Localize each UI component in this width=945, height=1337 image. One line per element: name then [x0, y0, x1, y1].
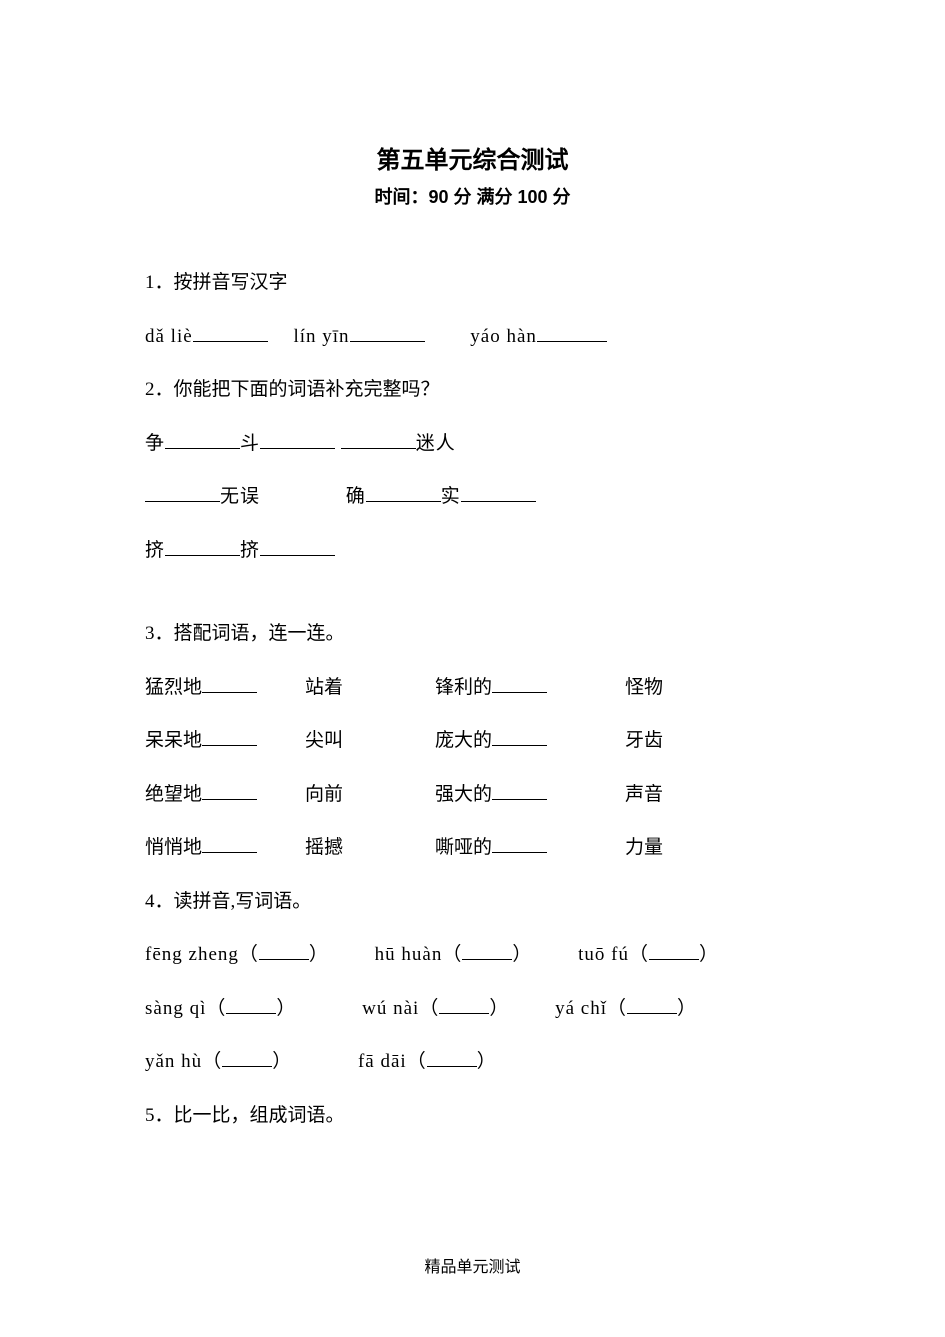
blank[interactable] — [492, 670, 547, 693]
q4-label: 4．读拼音,写词语。 — [145, 878, 800, 926]
blank[interactable] — [145, 479, 220, 502]
q4-pinyin: fā dāi — [358, 1051, 407, 1072]
q4-pinyin: yá chǐ — [555, 998, 607, 1019]
blank[interactable] — [202, 670, 257, 693]
q4-row3: yǎn hù（） fā dāi（） — [145, 1038, 800, 1086]
blank[interactable] — [165, 426, 240, 449]
blank[interactable] — [202, 777, 257, 800]
q1-content: dǎ liè lín yīn yáo hàn — [145, 313, 800, 361]
q3-cell: 牙齿 — [625, 730, 663, 751]
footer-text: 精品单元测试 — [0, 1253, 945, 1277]
q2-line2: 无误 确 实 — [145, 473, 800, 521]
q2-text: 迷人 — [416, 433, 456, 454]
q3-row: 绝望地 向前 强大的 声音 — [145, 771, 800, 819]
blank[interactable] — [202, 830, 257, 853]
q3-cell: 声音 — [625, 784, 663, 805]
q2-text: 争 — [145, 433, 165, 454]
blank[interactable] — [461, 479, 536, 502]
blank[interactable] — [260, 426, 335, 449]
blank[interactable] — [260, 533, 335, 556]
q1-item-0: dǎ liè — [145, 326, 193, 347]
q4-pinyin: yǎn hù — [145, 1051, 202, 1072]
blank[interactable] — [649, 937, 699, 960]
blank[interactable] — [366, 479, 441, 502]
q3-cell: 尖叫 — [305, 730, 343, 751]
blank[interactable] — [259, 937, 309, 960]
q2-line1: 争 斗 迷人 — [145, 420, 800, 468]
blank[interactable] — [222, 1044, 272, 1067]
page-title: 第五单元综合测试 — [145, 140, 800, 175]
q3-cell: 怪物 — [625, 677, 663, 698]
q2-text: 挤 — [240, 540, 260, 561]
blank[interactable] — [492, 723, 547, 746]
blank[interactable] — [226, 991, 276, 1014]
blank[interactable] — [202, 723, 257, 746]
q4-pinyin: sàng qì — [145, 998, 206, 1019]
blank[interactable] — [427, 1044, 477, 1067]
q2-text: 无误 — [220, 486, 260, 507]
q3-cell: 嘶哑的 — [435, 837, 492, 858]
q3-cell: 站着 — [305, 677, 343, 698]
q3-cell: 悄悄地 — [145, 837, 202, 858]
page-subtitle: 时间：90 分 满分 100 分 — [145, 183, 800, 209]
blank[interactable] — [350, 319, 425, 342]
q2-label: 2．你能把下面的词语补充完整吗？ — [145, 366, 800, 414]
q3-cell: 猛烈地 — [145, 677, 202, 698]
blank[interactable] — [492, 777, 547, 800]
q2-text: 斗 — [240, 433, 260, 454]
blank[interactable] — [537, 319, 607, 342]
blank[interactable] — [165, 533, 240, 556]
q3-cell: 锋利的 — [435, 677, 492, 698]
q3-cell: 绝望地 — [145, 784, 202, 805]
page-container: 第五单元综合测试 时间：90 分 满分 100 分 1．按拼音写汉字 dǎ li… — [0, 0, 945, 1139]
q4-pinyin: wú nài — [362, 998, 419, 1019]
blank[interactable] — [439, 991, 489, 1014]
q3-label: 3．搭配词语，连一连。 — [145, 610, 800, 658]
q4-pinyin: hū huàn — [375, 944, 443, 965]
q3-row: 猛烈地 站着 锋利的 怪物 — [145, 664, 800, 712]
q4-pinyin: tuō fú — [578, 944, 629, 965]
q2-text: 确 — [346, 486, 366, 507]
q2-line3: 挤挤 — [145, 527, 800, 575]
q3-row: 悄悄地 摇撼 嘶哑的 力量 — [145, 824, 800, 872]
blank[interactable] — [492, 830, 547, 853]
q2-text: 实 — [441, 486, 461, 507]
q5-label: 5．比一比，组成词语。 — [145, 1092, 800, 1140]
q4-row2: sàng qì（） wú nài（） yá chǐ（） — [145, 985, 800, 1033]
q4-row1: fēng zheng（） hū huàn（） tuō fú（） — [145, 931, 800, 979]
blank[interactable] — [627, 991, 677, 1014]
blank[interactable] — [341, 426, 416, 449]
q1-label: 1．按拼音写汉字 — [145, 259, 800, 307]
blank[interactable] — [193, 319, 268, 342]
q2-text: 挤 — [145, 540, 165, 561]
q3-cell: 力量 — [625, 837, 663, 858]
blank[interactable] — [462, 937, 512, 960]
q3-row: 呆呆地 尖叫 庞大的 牙齿 — [145, 717, 800, 765]
q3-cell: 强大的 — [435, 784, 492, 805]
q3-cell: 摇撼 — [305, 837, 343, 858]
q1-item-1: lín yīn — [293, 326, 349, 347]
q3-cell: 向前 — [305, 784, 343, 805]
q4-pinyin: fēng zheng — [145, 944, 239, 965]
q1-item-2: yáo hàn — [470, 326, 537, 347]
q3-cell: 呆呆地 — [145, 730, 202, 751]
q3-cell: 庞大的 — [435, 730, 492, 751]
